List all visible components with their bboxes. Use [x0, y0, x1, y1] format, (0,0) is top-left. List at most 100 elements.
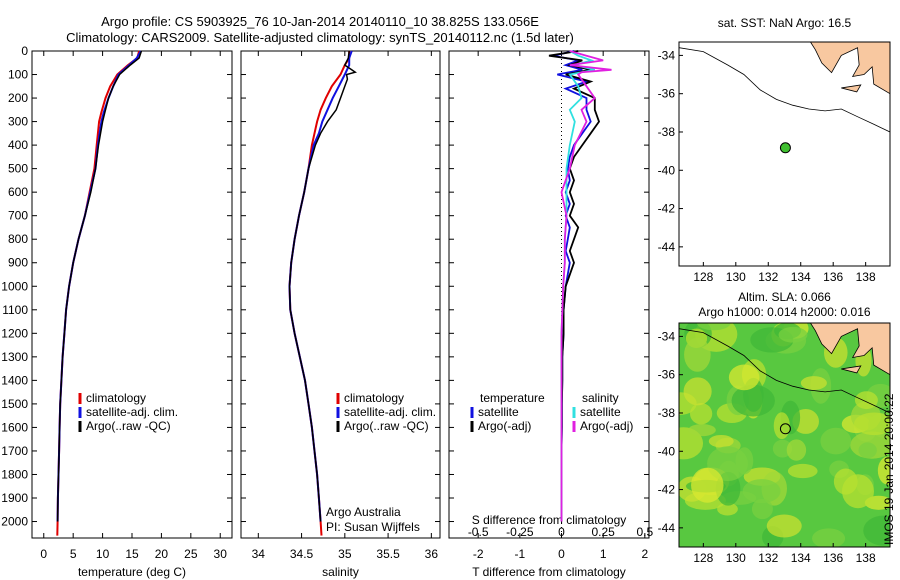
depth-tick-label: 0 — [21, 44, 28, 58]
map-panel-2: 128 130 132 134 136 138 -34 -36 -38 -40 -42 -44 — [658, 322, 891, 565]
principal-investigator-label: PI: Susan Wijffels — [326, 520, 420, 534]
sla-heatmap-cell — [766, 514, 802, 538]
sla-heatmap-cell — [858, 442, 877, 459]
temp-diff-tick-label: -1 — [514, 547, 525, 561]
salinity-series-satellite-adj-clim- — [288, 50, 353, 522]
map-panel-1-frame — [678, 41, 891, 267]
longitude-tick-label: 134 — [791, 270, 811, 284]
temp-diff-legend-title: temperature — [480, 391, 545, 405]
sla-heatmap-cell — [842, 474, 874, 509]
longitude-tick-label: 136 — [823, 551, 843, 565]
sla-heatmap-cell — [800, 376, 827, 390]
argo-program-label: Argo Australia — [326, 505, 401, 519]
sla-heatmap-cell — [731, 384, 775, 417]
temperature-axis-label: temperature (deg C) — [78, 565, 186, 579]
temperature-tick-label: 15 — [125, 547, 139, 561]
temperature-tick-label: 30 — [214, 547, 228, 561]
longitude-tick-label: 138 — [856, 270, 876, 284]
sal-diff-axis-label: S difference from climatology — [472, 513, 627, 527]
map-panel-1: 128 130 132 134 136 138 -34 -36 -38 -40 -42 -44 — [658, 41, 891, 284]
temperature-tick-label: 0 — [40, 547, 47, 561]
temp-diff-tick-label: -2 — [473, 547, 484, 561]
depth-tick-label: 200 — [8, 91, 28, 105]
figure-title-line1: Argo profile: CS 5903925_76 10-Jan-2014 … — [101, 14, 539, 29]
sal-diff-legend-label: satellite — [580, 405, 621, 419]
depth-tick-label: 1300 — [1, 350, 28, 364]
longitude-tick-label: 138 — [856, 551, 876, 565]
sla-heatmap-cell — [751, 498, 773, 520]
sal-diff-tick-label: 0.5 — [636, 525, 653, 539]
sal-diff-legend-label: Argo(-adj) — [580, 419, 633, 433]
sla-heatmap-cell — [728, 364, 760, 391]
sla-heatmap-cell — [853, 412, 890, 436]
australia-land-mass — [809, 323, 890, 376]
latitude-tick-label: -42 — [658, 202, 676, 216]
temperature-tick-label: 20 — [155, 547, 169, 561]
depth-tick-label: 1500 — [1, 397, 28, 411]
depth-tick-label: 2000 — [1, 515, 28, 529]
sla-heatmap-cell — [787, 463, 818, 479]
depth-tick-label: 800 — [8, 232, 28, 246]
depth-tick-label: 300 — [8, 115, 28, 129]
bathymetry-contour — [679, 328, 890, 414]
map-panel-2-frame — [678, 322, 891, 548]
diff-series-salinity-argo-adj- — [560, 50, 612, 522]
depth-tick-label: 600 — [8, 185, 28, 199]
depth-tick-label: 1400 — [1, 373, 28, 387]
temperature-tick-label: 25 — [184, 547, 198, 561]
latitude-tick-label: -40 — [658, 444, 676, 458]
latitude-tick-label: -34 — [658, 329, 676, 343]
sla-heatmap-cell — [863, 515, 890, 546]
latitude-tick-label: -34 — [658, 48, 676, 62]
depth-tick-label: 1600 — [1, 420, 28, 434]
temperature-series-climatology — [56, 50, 141, 536]
sal-diff-legend-title: salinity — [582, 391, 619, 405]
bathymetry-contour — [679, 47, 890, 133]
depth-tick-label: 100 — [8, 68, 28, 82]
temperature-legend-label: Argo(..raw -QC) — [86, 419, 171, 433]
sla-heatmap-cell — [708, 434, 734, 448]
sst-map-title: sat. SST: NaN Argo: 16.5 — [718, 16, 852, 30]
latitude-tick-label: -44 — [658, 240, 676, 254]
sla-heatmap-cell — [696, 323, 731, 331]
diff-series-temperature-satellite — [553, 50, 592, 522]
depth-tick-label: 1000 — [1, 279, 28, 293]
latitude-tick-label: -36 — [658, 368, 676, 382]
depth-tick-label: 400 — [8, 138, 28, 152]
depth-tick-label: 1200 — [1, 326, 28, 340]
latitude-tick-label: -38 — [658, 406, 676, 420]
longitude-tick-label: 130 — [726, 270, 746, 284]
sla-map-title-line1: Altim. SLA: 0.066 — [738, 290, 831, 304]
latitude-tick-label: -36 — [658, 87, 676, 101]
latitude-tick-label: -38 — [658, 125, 676, 139]
kangaroo-island — [841, 84, 862, 93]
depth-tick-label: 1700 — [1, 444, 28, 458]
longitude-tick-label: 130 — [726, 551, 746, 565]
kangaroo-island — [841, 365, 862, 374]
temp-diff-tick-label: 2 — [641, 547, 648, 561]
temp-diff-axis-label: T difference from climatology — [472, 565, 626, 579]
salinity-series-argo-raw-qc- — [288, 50, 357, 522]
sla-map-title-line2: Argo h1000: 0.014 h2000: 0.016 — [698, 305, 870, 319]
sal-diff-tick-label: -0.25 — [506, 525, 534, 539]
sla-heatmap-cell — [717, 502, 738, 516]
temperature-tick-label: 10 — [96, 547, 110, 561]
salinity-legend-label: climatology — [344, 391, 404, 405]
sla-heatmap-cell — [778, 326, 808, 343]
salinity-series-climatology — [288, 51, 351, 536]
longitude-tick-label: 128 — [693, 551, 713, 565]
salinity-tick-label: 36 — [425, 547, 439, 561]
longitude-tick-label: 132 — [758, 270, 778, 284]
salinity-tick-label: 34.5 — [290, 547, 314, 561]
temp-diff-legend-label: Argo(-adj) — [478, 419, 531, 433]
depth-tick-label: 900 — [8, 256, 28, 270]
sla-heatmap-cell — [688, 423, 716, 437]
australia-land-mass — [809, 42, 890, 95]
longitude-tick-label: 128 — [693, 270, 713, 284]
latitude-tick-label: -42 — [658, 483, 676, 497]
salinity-legend-label: Argo(..raw -QC) — [344, 419, 429, 433]
profile-panel-2-frame — [448, 50, 650, 539]
imos-timestamp-label: IMOS 19-Jan-2014 20:00:22 — [882, 393, 896, 545]
sal-diff-tick-label: 0.25 — [591, 525, 615, 539]
temperature-legend-label: climatology — [86, 391, 146, 405]
